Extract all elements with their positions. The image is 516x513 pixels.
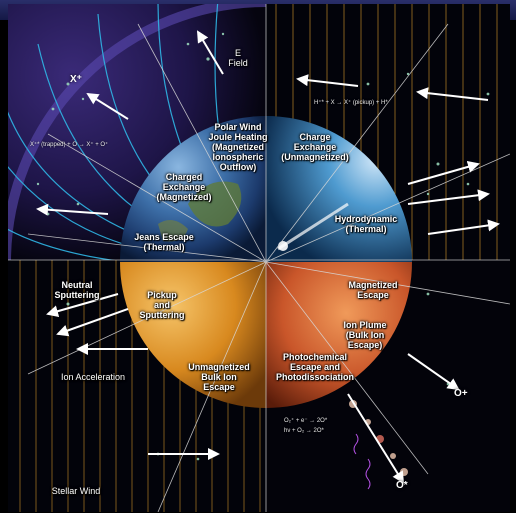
- label-neutral-sputtering: Neutral Sputtering: [54, 280, 100, 300]
- atmospheric-escape-diagram: E Field Polar Wind Joule Heating (Magnetize…: [8, 4, 510, 512]
- label-hydrodynamic: Hydrodynamic (Thermal): [334, 214, 398, 234]
- label-photochemical: Photochemical Escape and Photodissociation: [275, 352, 354, 382]
- solar-wind-lines-bl: [19, 260, 261, 512]
- mars-quadrant: [266, 262, 412, 408]
- equation-dissociative-recombination: O₂⁺ + e⁻ → 2O*: [284, 418, 328, 424]
- label-jeans-escape: Jeans Escape (Thermal): [134, 232, 194, 252]
- equation-pickup: H⁺* + X → X⁺ (pickup) + H*: [314, 100, 388, 106]
- ion-o-plus: O+: [454, 388, 468, 399]
- label-charged-exchange: Charged Exchange (Magnetized): [156, 172, 212, 202]
- venus-quadrant: [120, 262, 266, 408]
- ion-o-star: O*: [396, 480, 408, 491]
- label-pickup-sputtering: Pickup and Sputtering: [139, 290, 185, 320]
- label-polar-wind: Polar Wind Joule Heating (Magnetized Ionosp…: [208, 122, 268, 172]
- ion-x-plus: X⁺: [70, 74, 82, 85]
- label-e-field: E Field: [228, 48, 248, 68]
- ice-world-quadrant: [266, 116, 412, 262]
- earth-quadrant: [120, 116, 266, 262]
- equation-photodissociation: hν + O₂ → 2O*: [284, 428, 324, 434]
- label-ion-plume: Ion Plume (Bulk Ion Escape): [343, 320, 387, 350]
- label-magnetized-escape: Magnetized Escape: [348, 280, 398, 300]
- diagram-canvas: [8, 4, 510, 512]
- equation-x-trapped: X⁺* (trapped) + O → X⁺ + O⁺: [30, 142, 109, 148]
- label-unmagnetized-bulk: Unmagnetized Bulk Ion Escape: [188, 362, 250, 392]
- escape-arrows: [36, 30, 500, 484]
- label-stellar-wind: Stellar Wind: [51, 486, 101, 496]
- divider-lines: [8, 4, 510, 512]
- label-charge-exchange: Charge Exchange (Unmagnetized): [281, 132, 349, 162]
- label-ion-acceleration: Ion Acceleration: [60, 372, 126, 382]
